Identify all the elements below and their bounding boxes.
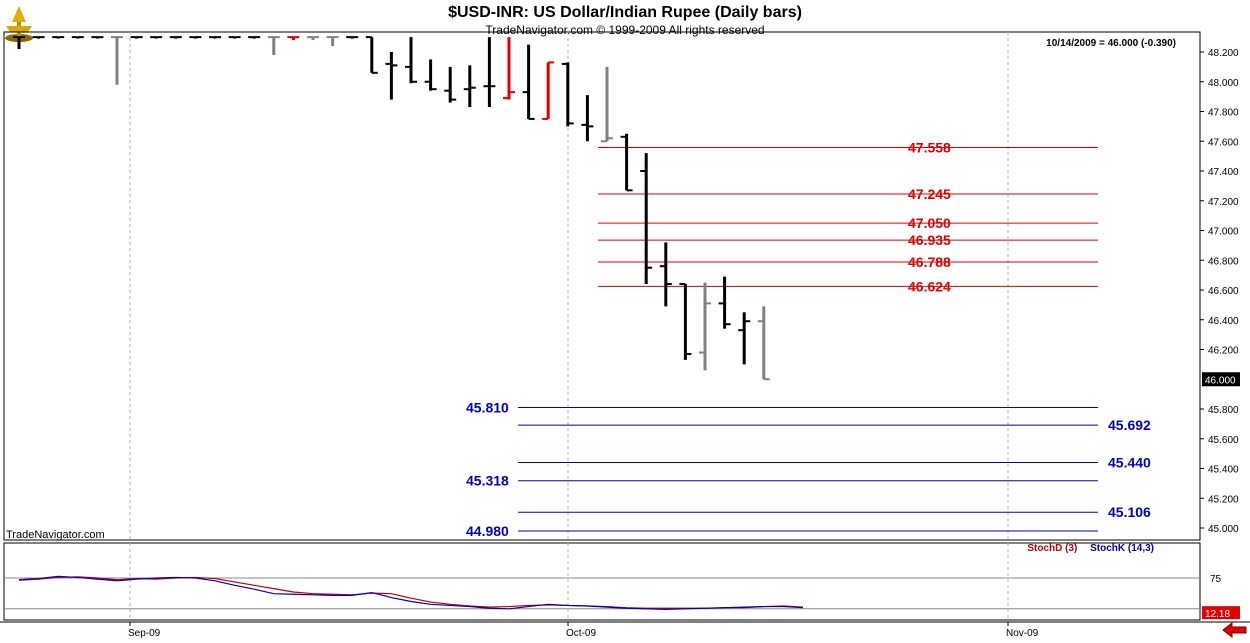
stoch-legend: StochD (3) StochK (14,3): [1017, 543, 1154, 554]
ohlc-bar: [267, 36, 280, 55]
y-tick-label: 48.000: [1208, 78, 1239, 89]
ohlc-bar: [601, 66, 613, 143]
ohlc-bar: [248, 36, 261, 39]
stoch-y-tick-label: 75: [1210, 574, 1222, 585]
y-tick-label: 46.400: [1208, 316, 1239, 327]
last-price-marker: [1202, 372, 1240, 387]
price-readout: 10/14/2009 = 46.000 (-0.390): [1046, 38, 1176, 49]
stoch-d-line: [18, 576, 804, 609]
y-tick-label: 47.400: [1208, 167, 1239, 178]
y-tick-label: 45.000: [1208, 524, 1239, 535]
ohlc-bar: [307, 36, 319, 41]
ohlc-bar: [699, 282, 711, 371]
resistance-label: 47.050: [908, 215, 951, 231]
price-panel-frame: [3, 31, 1201, 541]
resistance-label: 47.245: [908, 186, 951, 202]
stoch-d-legend: StochD (3): [1027, 543, 1078, 554]
x-tick-label: Sep-09: [128, 628, 161, 639]
ohlc-bar: [71, 36, 84, 39]
ohlc-bar: [91, 36, 104, 39]
ohlc-bar: [13, 36, 25, 50]
support-label: 45.106: [1108, 504, 1151, 520]
ohlc-bar: [346, 36, 359, 39]
stoch-last-marker: [1202, 606, 1240, 620]
ohlc-bar: [581, 95, 594, 142]
ohlc-bar: [189, 36, 202, 39]
watermark: TradeNavigator.com: [6, 529, 105, 541]
last-price-label: 46.000: [1205, 375, 1236, 386]
ohlc-bar: [385, 52, 398, 100]
ohlc-bar: [640, 153, 653, 285]
ohlc-bar: [738, 312, 751, 365]
chart-title: $USD-INR: US Dollar/Indian Rupee (Daily …: [448, 4, 802, 21]
stoch-k-legend: StochK (14,3): [1090, 543, 1154, 554]
support-label: 45.318: [466, 473, 509, 489]
ohlc-bar: [209, 36, 221, 39]
x-tick-label: Oct-09: [566, 628, 596, 639]
ohlc-bar: [463, 65, 476, 108]
ohlc-bar: [620, 133, 633, 192]
y-tick-label: 47.600: [1208, 137, 1239, 148]
ohlc-bar: [111, 36, 123, 85]
ohlc-bar: [561, 62, 574, 127]
resistance-label: 46.935: [908, 232, 951, 248]
ohlc-bar: [365, 36, 378, 74]
y-tick-label: 46.200: [1208, 346, 1239, 357]
chart-subtitle: TradeNavigator.com © 1999-2009 All right…: [485, 23, 765, 37]
ohlc-bar: [679, 283, 692, 360]
y-tick-label: 46.800: [1208, 256, 1239, 267]
y-tick-label: 45.800: [1208, 405, 1239, 416]
scroll-right-arrow-icon[interactable]: [1222, 621, 1248, 643]
y-tick-label: 45.400: [1208, 465, 1239, 476]
ohlc-bar: [228, 36, 241, 39]
y-tick-label: 45.200: [1208, 494, 1239, 505]
stoch-k-line: [18, 575, 804, 610]
support-label: 45.692: [1108, 417, 1151, 433]
stoch-last-label: 12.18: [1205, 609, 1230, 620]
support-label: 45.440: [1108, 455, 1151, 471]
resistance-label: 46.788: [908, 254, 951, 270]
ohlc-bar: [52, 36, 65, 39]
ohlc-bar: [130, 36, 143, 39]
resistance-label: 47.558: [908, 139, 951, 155]
y-tick-label: 47.000: [1208, 227, 1239, 238]
ohlc-bar: [503, 37, 515, 100]
y-tick-label: 45.600: [1208, 435, 1239, 446]
y-tick-label: 47.200: [1208, 197, 1239, 208]
y-tick-label: 47.800: [1208, 108, 1239, 119]
ohlc-bar: [32, 36, 45, 39]
trade-navigator-logo-icon: [2, 4, 36, 49]
ohlc-bar: [522, 44, 535, 120]
resistance-label: 46.624: [908, 278, 951, 294]
support-label: 45.810: [466, 400, 509, 416]
x-tick-label: Nov-09: [1006, 628, 1039, 639]
y-tick-label: 48.200: [1208, 48, 1239, 59]
y-tick-label: 46.600: [1208, 286, 1239, 297]
ohlc-bar: [326, 36, 339, 47]
ohlc-bar: [150, 36, 163, 39]
ohlc-bar: [757, 306, 770, 381]
ohlc-bar: [405, 37, 417, 84]
ohlc-bar: [444, 66, 457, 103]
ohlc-bar: [659, 242, 672, 307]
ohlc-bar: [169, 36, 182, 39]
ohlc-bar: [287, 36, 300, 41]
ohlc-bar: [718, 276, 731, 329]
support-label: 44.980: [466, 523, 509, 539]
ohlc-bar: [483, 37, 496, 108]
ohlc-bar: [424, 59, 437, 91]
stoch-panel-frame: [3, 542, 1201, 621]
ohlc-bar: [542, 61, 555, 120]
